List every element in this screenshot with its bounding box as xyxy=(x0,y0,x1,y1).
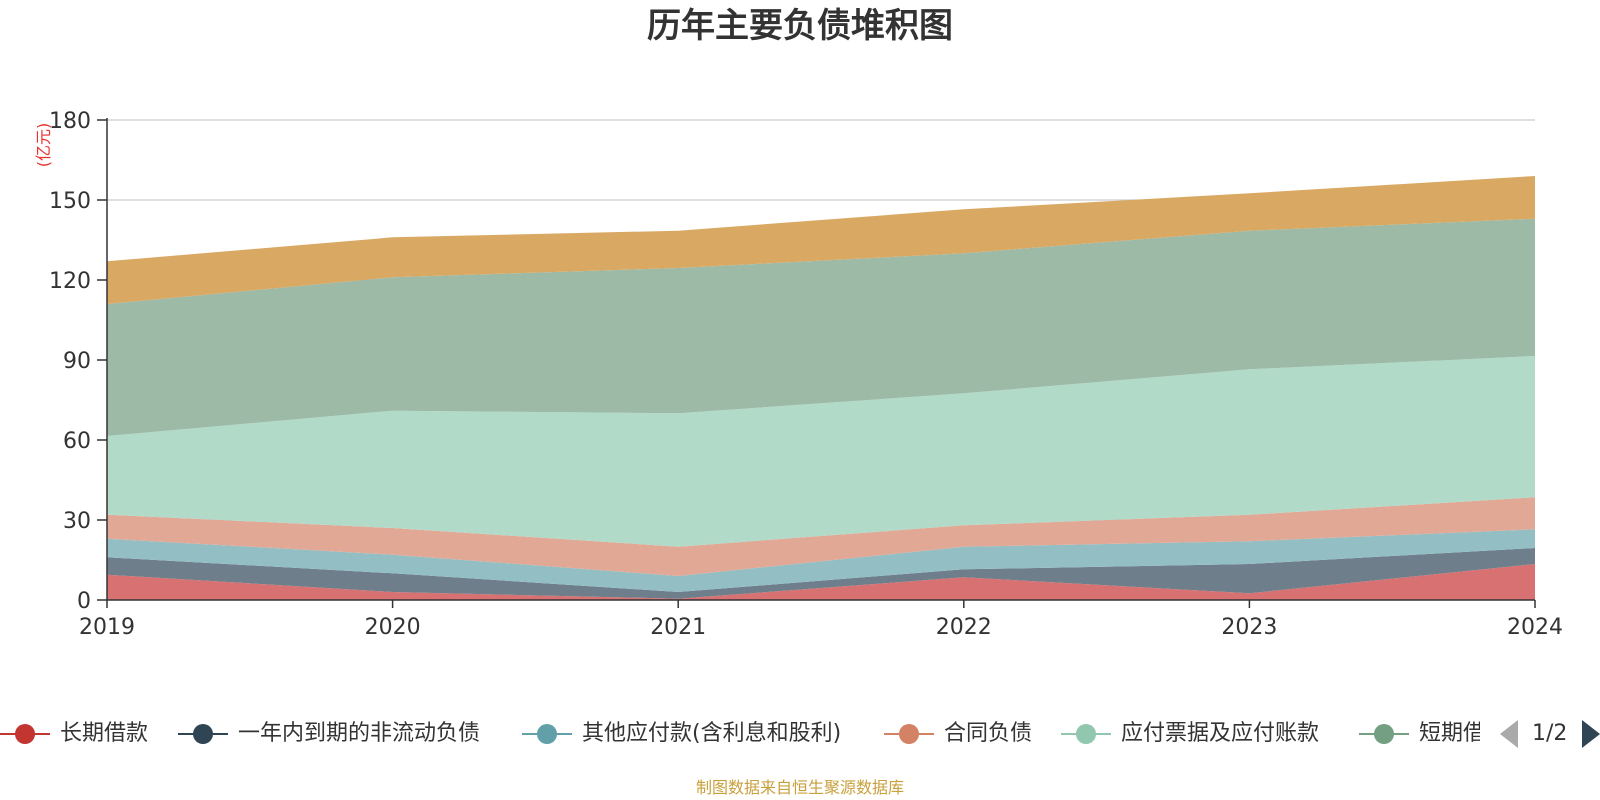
area-series-6 xyxy=(107,176,1535,304)
pager-next-icon[interactable] xyxy=(1582,720,1600,748)
legend-pager: 1/2 xyxy=(1500,716,1600,752)
x-tick-label-2021: 2021 xyxy=(650,615,706,640)
legend-marker-icon xyxy=(1061,722,1111,746)
legend-item-4[interactable]: 应付票据及应付账款 xyxy=(1061,716,1319,752)
legend-label: 短期借款 xyxy=(1419,721,1480,746)
legend-marker-icon xyxy=(1359,722,1409,746)
legend-marker-icon xyxy=(884,722,934,746)
legend: 长期借款 一年内到期的非流动负债 其他应付款(含利息和股利) 合同负债 应付票据及应付账… xyxy=(0,716,1480,752)
pager-prev-icon[interactable] xyxy=(1500,720,1518,748)
area-series-0 xyxy=(107,564,1535,600)
legend-label: 长期借款 xyxy=(60,721,149,746)
area-series-5 xyxy=(107,218,1535,436)
y-tick-label-30: 30 xyxy=(63,509,91,534)
pager-text: 1/2 xyxy=(1532,721,1568,746)
legend-item-5[interactable]: 短期借款 xyxy=(1359,716,1480,752)
y-tick-label-60: 60 xyxy=(63,429,91,454)
legend-marker-icon xyxy=(522,722,572,746)
legend-item-1[interactable]: 一年内到期的非流动负债 xyxy=(178,716,480,752)
y-tick-label-150: 150 xyxy=(49,189,91,214)
legend-label: 应付票据及应付账款 xyxy=(1121,721,1320,746)
legend-label: 合同负债 xyxy=(944,721,1033,746)
source-footer: 制图数据来自恒生聚源数据库 xyxy=(695,778,904,797)
x-tick-label-2022: 2022 xyxy=(936,615,992,640)
area-series-2 xyxy=(107,529,1535,592)
y-tick-label-120: 120 xyxy=(49,269,91,294)
legend-item-0[interactable]: 长期借款 xyxy=(0,716,148,752)
x-tick-label-2020: 2020 xyxy=(365,615,421,640)
chart-title: 历年主要负债堆积图 xyxy=(647,6,953,46)
y-tick-label-0: 0 xyxy=(77,589,91,614)
axes: 0 30 60 90 120 150 180 2019 2020 2021 2022 2023 2024 xyxy=(49,109,1563,640)
x-tick-label-2023: 2023 xyxy=(1221,615,1277,640)
y-tick-label-90: 90 xyxy=(63,349,91,374)
y-axis-unit-label: (亿元) xyxy=(34,123,53,168)
area-series-4 xyxy=(107,356,1535,547)
legend-marker-icon xyxy=(178,722,228,746)
legend-item-2[interactable]: 其他应付款(含利息和股利) xyxy=(522,716,841,752)
stacked-areas xyxy=(107,176,1535,600)
legend-marker-icon xyxy=(0,722,50,746)
legend-label: 其他应付款(含利息和股利) xyxy=(582,721,842,746)
x-tick-label-2019: 2019 xyxy=(79,615,135,640)
x-tick-label-2024: 2024 xyxy=(1507,615,1563,640)
area-series-3 xyxy=(107,497,1535,576)
legend-label: 一年内到期的非流动负债 xyxy=(238,721,481,746)
legend-item-3[interactable]: 合同负债 xyxy=(884,716,1032,752)
y-tick-label-180: 180 xyxy=(49,109,91,134)
area-series-1 xyxy=(107,548,1535,599)
